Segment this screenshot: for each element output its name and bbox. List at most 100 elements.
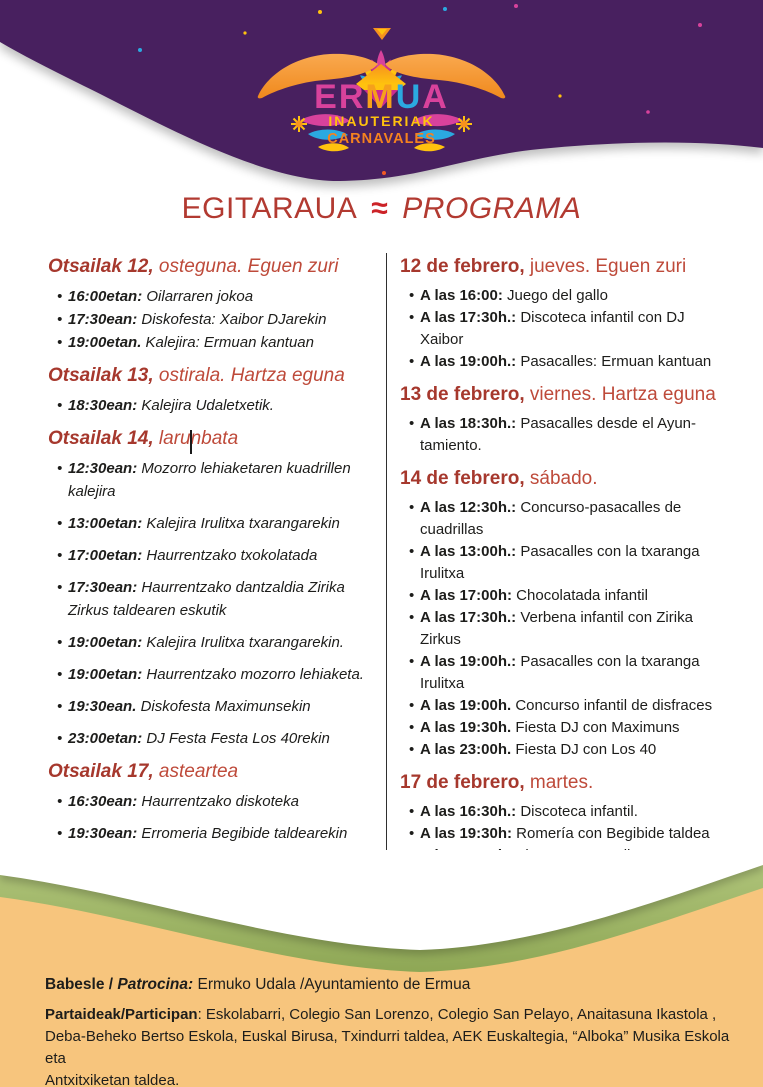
event-item: • A las 19:30h: Romería con Begibide tald… [400, 823, 745, 845]
event-time: A las 19:00h. [420, 697, 512, 714]
logo-letter: R [338, 78, 366, 116]
bullet-icon: • [57, 334, 63, 351]
section-day: martes. [529, 772, 594, 793]
event-time: A las 16:30h.: [420, 803, 517, 820]
bullet-icon: • [57, 666, 63, 683]
event-time: 23:00etan: [68, 730, 143, 747]
participants-paragraph: Partaideak/Participan: Eskolabarri, Cole… [45, 1004, 750, 1087]
section-heading: Otsailak 14, larunbata [48, 427, 378, 451]
logo-diamond-icon [356, 64, 406, 108]
bullet-icon: • [409, 309, 415, 326]
event-item: • A las 17:30h.: Verbena infantil con Zir… [400, 607, 745, 651]
sponsor-label-spanish: Patrocina: [117, 976, 198, 993]
event-description: DJ Festa Festa Los 40rekin [146, 730, 330, 747]
section-date: Otsailak 14, [48, 428, 154, 449]
event-time: A las 19:30h. [420, 719, 512, 736]
event-item: • 16:30ean: Haurrentzako diskoteka [48, 790, 378, 813]
event-description: Pasacalles desde el Ayun- tamiento. [420, 415, 696, 454]
text-cursor [190, 430, 192, 454]
page-title: EGITARAUA ≈ PROGRAMA [0, 192, 763, 226]
event-item: • A las 19:00h.: Pasacalles con la txaran… [400, 651, 745, 695]
section-date: Otsailak 13, [48, 365, 154, 386]
bullet-icon: • [409, 415, 415, 432]
event-time: 19:00etan. [68, 334, 142, 351]
section-day: ostirala. Hartza eguna [158, 365, 345, 386]
event-item: • 17:30ean: Diskofesta: Xaibor DJarekin [48, 308, 378, 331]
event-time: A las 19:30h: [420, 825, 512, 842]
section-date: 12 de febrero, [400, 256, 525, 277]
program-column-spanish: 12 de febrero, jueves. Eguen zuri • A las… [400, 255, 745, 897]
event-description: Pasacalles con la txaranga Irulitxa [420, 543, 700, 582]
event-time: 17:30ean: [68, 579, 138, 596]
bullet-icon: • [57, 825, 63, 842]
event-item: • 16:00etan: Oilarraren jokoa [48, 285, 378, 308]
event-item: • A las 16:30h.: Discoteca infantil. [400, 801, 745, 823]
event-description: Discoteca infantil con DJ Xaibor [420, 309, 685, 348]
section-heading: 14 de febrero, sábado. [400, 467, 745, 491]
event-item: • A las 16:00: Juego del gallo [400, 285, 745, 307]
bullet-icon: • [57, 311, 63, 328]
event-time: A las 23:00h. [420, 741, 512, 758]
event-item: • 19:00etan: Kalejira Irulitxa txarangare… [48, 631, 378, 654]
event-item: • A las 19:00h.: Pasacalles: Ermuan kantu… [400, 351, 745, 373]
participants-text: : Eskolabarri, Colegio San Lorenzo, Cole… [45, 1006, 730, 1087]
event-item: • A las 17:30h.: Discoteca infantil con D… [400, 307, 745, 351]
event-time: A las 17:30h.: [420, 609, 517, 626]
bullet-icon: • [57, 698, 63, 715]
event-description: Kalejira Irulitxa txarangarekin [146, 515, 340, 532]
bullet-icon: • [57, 579, 63, 596]
event-item: • A las 12:30h.: Concurso-pasacalles de c… [400, 497, 745, 541]
event-time: A las 17:00h: [420, 587, 512, 604]
event-item: • 18:30ean: Kalejira Udaletxetik. [48, 394, 378, 417]
event-description: Erromeria Begibide taldearekin [141, 825, 348, 842]
event-time: A las 19:00h.: [420, 353, 517, 370]
section-heading: 13 de febrero, viernes. Hartza eguna [400, 383, 745, 407]
event-time: 19:00etan: [68, 634, 143, 651]
event-time: A las 12:30h.: [420, 499, 517, 516]
event-description: Kalejira Udaletxetik. [141, 397, 274, 414]
approx-symbol: ≈ [371, 192, 389, 225]
bullet-icon: • [57, 515, 63, 532]
title-basque: EGITARAUA [181, 192, 358, 225]
event-time: A las 17:30h.: [420, 309, 517, 326]
section-day: sábado. [529, 468, 598, 489]
event-item: • 19:30ean: Erromeria Begibide taldeareki… [48, 822, 378, 845]
section-heading: Otsailak 17, asteartea [48, 760, 378, 784]
event-description: Kalejira Irulitxa txarangarekin. [146, 634, 344, 651]
event-item: • 19:00etan: Haurrentzako mozorro lehiake… [48, 663, 378, 686]
event-list: • A las 12:30h.: Concurso-pasacalles de c… [400, 497, 745, 761]
event-item: • 12:30ean: Mozorro lehiaketaren kuadrill… [48, 457, 378, 503]
column-divider [386, 253, 387, 931]
event-item: • A las 19:00h. Concurso infantil de disf… [400, 695, 745, 717]
bullet-icon: • [57, 547, 63, 564]
bullet-icon: • [409, 719, 415, 736]
event-list: • 16:00etan: Oilarraren jokoa • 17:30ean: … [48, 285, 378, 354]
event-list: • A las 16:00: Juego del gallo • A las 17:… [400, 285, 745, 373]
event-description: Chocolatada infantil [516, 587, 648, 604]
event-description: Haurrentzako dantzaldia Zirika Zirkus ta… [68, 579, 345, 619]
event-description: Haurrentzako diskoteka [141, 793, 299, 810]
section-date: 17 de febrero, [400, 772, 525, 793]
footer-curve [0, 850, 763, 1087]
logo-letter: M [365, 78, 396, 116]
bullet-icon: • [409, 587, 415, 604]
event-description: Juego del gallo [507, 287, 608, 304]
section-day: viernes. Hartza eguna [529, 384, 716, 405]
event-item: • A las 18:30h.: Pasacalles desde el Ayun… [400, 413, 745, 457]
logo-top-spark-icon [373, 28, 391, 40]
section-day: asteartea [158, 761, 239, 782]
event-time: A las 13:00h.: [420, 543, 517, 560]
event-description: Pasacalles con la txaranga Irulitxa [420, 653, 700, 692]
section-day: larunbata [158, 428, 239, 449]
bullet-icon: • [57, 634, 63, 651]
event-time: 16:30ean: [68, 793, 138, 810]
section-date: 13 de febrero, [400, 384, 525, 405]
event-time: 12:30ean: [68, 460, 138, 477]
event-description: Verbena infantil con Zirika Zirkus [420, 609, 693, 648]
event-description: Haurrentzako txokolatada [146, 547, 318, 564]
section-date: Otsailak 17, [48, 761, 154, 782]
bullet-icon: • [409, 803, 415, 820]
bullet-icon: • [409, 741, 415, 758]
event-item: • 13:00etan: Kalejira Irulitxa txarangare… [48, 512, 378, 535]
